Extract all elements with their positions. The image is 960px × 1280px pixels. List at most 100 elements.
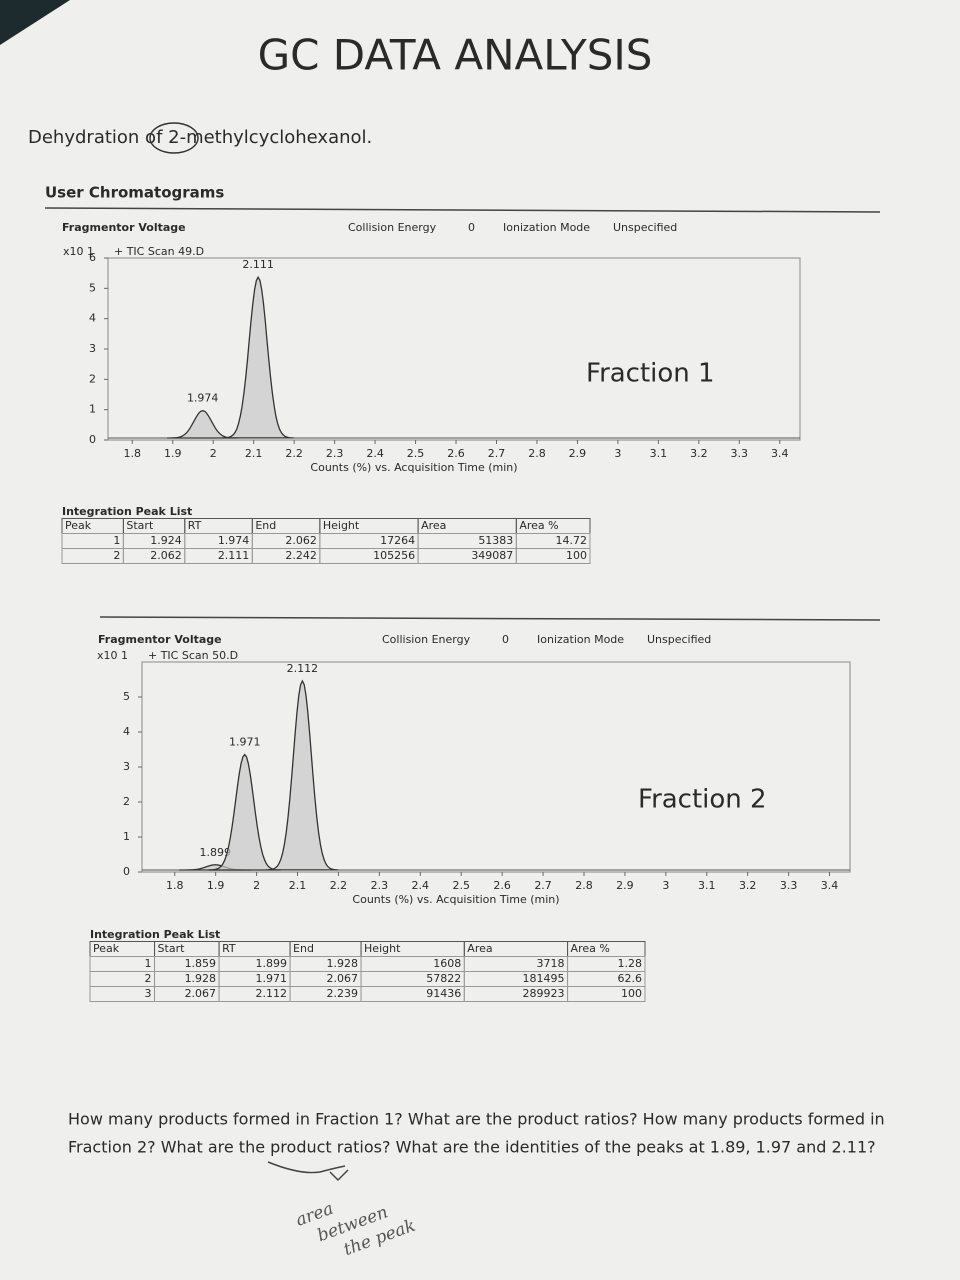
table-header: Peak <box>65 519 92 532</box>
table-header: End <box>293 942 314 955</box>
peak <box>208 753 281 871</box>
x-tick-label: 3.3 <box>731 447 749 460</box>
peak-label: 2.112 <box>287 662 319 675</box>
table-value: 2.242 <box>285 549 317 562</box>
peak-label: 2.111 <box>242 258 274 271</box>
table-header: Area % <box>571 942 610 955</box>
x-tick-label: 3.2 <box>690 447 708 460</box>
table-value: 100 <box>621 987 642 1000</box>
table-header: Area <box>467 942 492 955</box>
table-value: 1.924 <box>150 534 182 547</box>
table-value: 1.928 <box>327 957 359 970</box>
x-tick-label: 3 <box>662 879 669 892</box>
x-tick-label: 3.4 <box>821 879 839 892</box>
x-tick-label: 1.8 <box>124 447 142 460</box>
table-value: 51383 <box>478 534 513 547</box>
fraction-label: Fraction 2 <box>638 785 767 815</box>
question-line: Fraction 2? What are the product ratios?… <box>68 1138 876 1157</box>
x-tick-label: 2.7 <box>488 447 506 460</box>
background-corner <box>0 0 70 45</box>
x-tick-label: 3.1 <box>650 447 668 460</box>
y-tick-label: 0 <box>89 433 96 446</box>
trace-label: + TIC Scan 50.D <box>148 649 238 662</box>
ionization-label: Ionization Mode <box>537 633 624 646</box>
x-tick-label: 2.9 <box>569 447 587 460</box>
x-tick-label: 2.4 <box>412 879 430 892</box>
section-rule <box>44 207 881 213</box>
subtitle: Dehydration of 2-methylcyclohexanol. <box>28 127 372 148</box>
hand-arrow <box>329 1169 349 1182</box>
x-tick-label: 2.3 <box>326 447 344 460</box>
collision-label: Collision Energy <box>348 221 437 234</box>
table-header: RT <box>188 519 202 532</box>
table-header: Start <box>158 942 186 955</box>
table-title: Integration Peak List <box>62 505 192 518</box>
peak <box>222 275 294 439</box>
table-value: 57822 <box>426 972 461 985</box>
table-value: 14.72 <box>556 534 588 547</box>
table-value: 2.239 <box>327 987 359 1000</box>
collision-label: Collision Energy <box>382 633 471 646</box>
scale-label: x10 1 <box>97 649 128 662</box>
fraction-label: Fraction 1 <box>586 359 715 389</box>
x-tick-label: 2.4 <box>366 447 384 460</box>
title: GC DATA ANALYSIS <box>258 31 653 80</box>
x-tick-label: 3.1 <box>698 879 716 892</box>
table-header: RT <box>222 942 236 955</box>
table-header: Start <box>126 519 154 532</box>
table-value: 100 <box>566 549 587 562</box>
hand-circle <box>149 122 199 154</box>
y-tick-label: 5 <box>123 690 130 703</box>
y-tick-label: 4 <box>89 312 96 325</box>
table-value: 2.067 <box>185 987 217 1000</box>
table-value: 2.062 <box>150 549 182 562</box>
x-tick-label: 3.2 <box>739 879 757 892</box>
table-value: 289923 <box>523 987 565 1000</box>
table-value: 2.067 <box>327 972 359 985</box>
ionization-value: Unspecified <box>647 633 711 646</box>
table-value: 349087 <box>471 549 513 562</box>
table-value: 91436 <box>426 987 461 1000</box>
table-value: 1 <box>145 957 152 970</box>
y-tick-label: 3 <box>89 342 96 355</box>
table-header: Area <box>421 519 446 532</box>
table-value: 2.062 <box>285 534 317 547</box>
x-tick-label: 2 <box>253 879 260 892</box>
table-value: 1.28 <box>618 957 643 970</box>
ionization-label: Ionization Mode <box>503 221 590 234</box>
x-axis-label: Counts (%) vs. Acquisition Time (min) <box>310 461 517 474</box>
table-value: 181495 <box>523 972 565 985</box>
table-value: 2 <box>113 549 120 562</box>
collision-value: 0 <box>502 633 509 646</box>
x-tick-label: 2.1 <box>289 879 307 892</box>
scale-label: x10 1 <box>63 245 94 258</box>
x-tick-label: 2.2 <box>330 879 348 892</box>
x-tick-label: 3.4 <box>771 447 789 460</box>
y-tick-label: 5 <box>89 281 96 294</box>
x-tick-label: 2.8 <box>528 447 546 460</box>
y-tick-label: 3 <box>123 760 130 773</box>
question-line: How many products formed in Fraction 1? … <box>68 1110 885 1129</box>
x-axis-label: Counts (%) vs. Acquisition Time (min) <box>352 893 559 906</box>
y-tick-label: 2 <box>123 795 130 808</box>
x-tick-label: 2.5 <box>407 447 425 460</box>
collision-value: 0 <box>468 221 475 234</box>
table-value: 17264 <box>380 534 415 547</box>
table-header: Height <box>323 519 360 532</box>
x-tick-label: 2.1 <box>245 447 263 460</box>
section-title: User Chromatograms <box>45 184 224 202</box>
table-value: 1 <box>113 534 120 547</box>
table-value: 1608 <box>433 957 461 970</box>
x-tick-label: 2.6 <box>447 447 465 460</box>
table-cell <box>567 986 646 1002</box>
table-value: 1.859 <box>185 957 217 970</box>
y-tick-label: 1 <box>123 830 130 843</box>
x-tick-label: 2.8 <box>575 879 593 892</box>
fragmentor-label: Fragmentor Voltage <box>98 633 222 646</box>
x-tick-label: 3 <box>614 447 621 460</box>
table-value: 2.112 <box>256 987 288 1000</box>
fragmentor-label: Fragmentor Voltage <box>62 221 186 234</box>
section-rule <box>99 616 881 621</box>
